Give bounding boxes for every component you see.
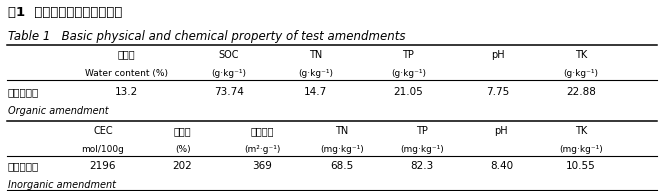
Text: (mg·kg⁻¹): (mg·kg⁻¹) xyxy=(400,145,444,154)
Text: (g·kg⁻¹): (g·kg⁻¹) xyxy=(391,69,426,78)
Text: (m²·g⁻¹): (m²·g⁻¹) xyxy=(244,145,280,154)
Text: 无机改良剂: 无机改良剂 xyxy=(8,161,39,171)
Text: (%): (%) xyxy=(175,145,191,154)
Text: 含水量: 含水量 xyxy=(118,50,135,60)
Text: (g·kg⁻¹): (g·kg⁻¹) xyxy=(564,69,598,78)
Text: (mg·kg⁻¹): (mg·kg⁻¹) xyxy=(559,145,603,154)
Text: (g·kg⁻¹): (g·kg⁻¹) xyxy=(298,69,333,78)
Text: 比表面积: 比表面积 xyxy=(250,126,274,136)
Text: 13.2: 13.2 xyxy=(114,87,138,97)
Text: 73.74: 73.74 xyxy=(214,87,244,97)
Text: TN: TN xyxy=(335,126,349,136)
Text: Inorganic amendment: Inorganic amendment xyxy=(8,180,116,190)
Text: 14.7: 14.7 xyxy=(303,87,327,97)
Text: TK: TK xyxy=(575,50,587,60)
Text: SOC: SOC xyxy=(219,50,239,60)
Text: 82.3: 82.3 xyxy=(410,161,434,171)
Text: TP: TP xyxy=(416,126,428,136)
Text: (g·kg⁻¹): (g·kg⁻¹) xyxy=(212,69,246,78)
Text: pH: pH xyxy=(495,126,508,136)
Text: (mg·kg⁻¹): (mg·kg⁻¹) xyxy=(320,145,364,154)
Text: 有机改良剂: 有机改良剂 xyxy=(8,87,39,97)
Text: TN: TN xyxy=(309,50,322,60)
Text: 10.55: 10.55 xyxy=(566,161,596,171)
Text: CEC: CEC xyxy=(93,126,113,136)
Text: TK: TK xyxy=(575,126,587,136)
Text: Table 1   Basic physical and chemical property of test amendments: Table 1 Basic physical and chemical prop… xyxy=(8,30,406,43)
Text: 表1  供试改良剂基本理化性质: 表1 供试改良剂基本理化性质 xyxy=(8,6,122,19)
Text: 吸水率: 吸水率 xyxy=(174,126,191,136)
Text: 68.5: 68.5 xyxy=(330,161,354,171)
Text: Water content (%): Water content (%) xyxy=(85,69,167,78)
Text: 22.88: 22.88 xyxy=(566,87,596,97)
Text: 369: 369 xyxy=(252,161,272,171)
Text: pH: pH xyxy=(491,50,505,60)
Text: 8.40: 8.40 xyxy=(490,161,513,171)
Text: TP: TP xyxy=(402,50,414,60)
Text: Organic amendment: Organic amendment xyxy=(8,106,109,116)
Text: 202: 202 xyxy=(173,161,193,171)
Text: 7.75: 7.75 xyxy=(486,87,510,97)
Text: mol/100g: mol/100g xyxy=(82,145,124,154)
Text: 2196: 2196 xyxy=(90,161,116,171)
Text: 21.05: 21.05 xyxy=(394,87,423,97)
